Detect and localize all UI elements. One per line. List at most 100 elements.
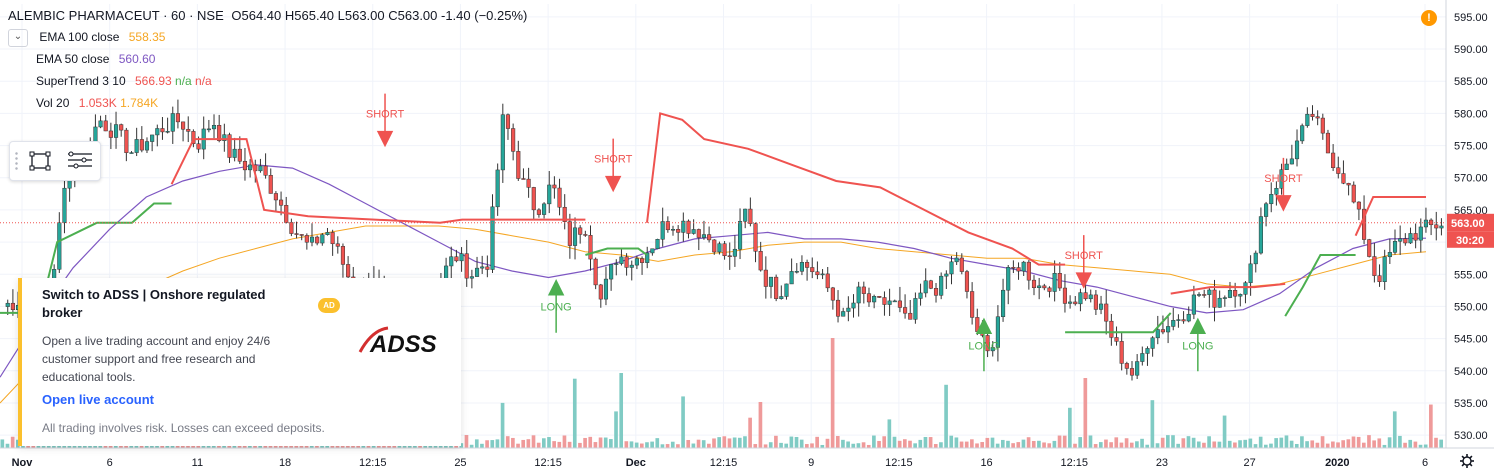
candle-body bbox=[505, 114, 511, 129]
volume-bar bbox=[1382, 444, 1387, 448]
candle-body bbox=[763, 269, 768, 287]
volume-bar bbox=[882, 436, 887, 448]
volume-bar bbox=[634, 442, 639, 448]
indicator-row-ema100[interactable]: ⌄ EMA 100 close 558.35 bbox=[8, 26, 531, 48]
volume-bar bbox=[5, 443, 10, 448]
volume-bar bbox=[1300, 436, 1304, 448]
candle-body bbox=[299, 234, 304, 236]
volume-bar bbox=[892, 436, 897, 448]
time-tick-label: 12:15 bbox=[885, 457, 913, 469]
countdown-text: 30:20 bbox=[1456, 235, 1484, 247]
candle-body bbox=[113, 124, 119, 138]
candle-body bbox=[542, 203, 547, 215]
candle-body bbox=[1037, 285, 1042, 289]
volume-bar bbox=[1166, 435, 1170, 448]
candle-body bbox=[1243, 282, 1248, 295]
volume-bar bbox=[1104, 439, 1108, 448]
time-tick-label: Nov bbox=[12, 457, 34, 469]
candle-body bbox=[1284, 163, 1289, 170]
volume-bar bbox=[701, 440, 706, 448]
volume-bar bbox=[1078, 437, 1082, 448]
indicator-row-volume[interactable]: Vol 20 1.053K 1.784K bbox=[8, 92, 531, 114]
candle-body bbox=[856, 286, 861, 304]
candle-body bbox=[609, 264, 614, 280]
drag-handle-icon[interactable] bbox=[15, 151, 18, 171]
volume-bar bbox=[913, 443, 917, 448]
chevron-down-icon[interactable]: ⌄ bbox=[8, 28, 28, 47]
last-price-badge bbox=[1447, 213, 1494, 232]
candle-body bbox=[346, 264, 351, 278]
volume-bar bbox=[1418, 444, 1423, 448]
price-tick-label: 535.00 bbox=[1454, 398, 1488, 410]
price-tick-label: 595.00 bbox=[1454, 12, 1488, 24]
volume-bar bbox=[1274, 438, 1278, 448]
indicator-row-ema50[interactable]: EMA 50 close 560.60 bbox=[8, 48, 531, 70]
candle-body bbox=[196, 143, 201, 150]
object-tree-icon[interactable] bbox=[66, 150, 94, 172]
indicator-value: 558.35 bbox=[128, 30, 166, 44]
volume-bar bbox=[1021, 439, 1026, 448]
candle-body bbox=[670, 229, 676, 231]
candle-body bbox=[1434, 224, 1439, 229]
ad-badge: AD bbox=[318, 298, 340, 313]
candle-body bbox=[511, 128, 516, 152]
candle-body bbox=[335, 243, 340, 247]
gear-icon[interactable] bbox=[1460, 454, 1474, 468]
candle-body bbox=[717, 243, 722, 253]
volume-bar bbox=[743, 436, 747, 448]
warning-icon[interactable]: ! bbox=[1421, 10, 1437, 26]
volume-bar bbox=[542, 438, 546, 448]
volume-bar bbox=[124, 444, 128, 448]
volume-bar bbox=[1325, 443, 1330, 448]
volume-bar bbox=[1073, 443, 1077, 448]
ad-panel[interactable]: Switch to ADSS | Onshore regulated broke… bbox=[18, 278, 461, 446]
candle-body bbox=[150, 134, 155, 142]
candle-body bbox=[1382, 256, 1387, 282]
volume-bar bbox=[1042, 442, 1046, 448]
candle-body bbox=[1418, 226, 1423, 241]
open-live-account-link[interactable]: Open live account bbox=[42, 392, 154, 407]
volume-bar bbox=[1269, 443, 1273, 448]
candle-body bbox=[1181, 319, 1186, 322]
candle-body bbox=[640, 258, 645, 263]
candle-body bbox=[160, 128, 165, 133]
volume-bar bbox=[1196, 441, 1201, 448]
volume-bar bbox=[583, 437, 587, 448]
candle-body bbox=[1062, 287, 1068, 304]
indicator-row-supertrend[interactable]: SuperTrend 3 10 566.93 n/a n/a bbox=[8, 70, 531, 92]
rectangle-tool-icon[interactable] bbox=[28, 150, 52, 172]
candle-body bbox=[970, 291, 975, 318]
volume-bar bbox=[985, 437, 990, 448]
candle-body bbox=[315, 236, 320, 244]
volume-bar bbox=[944, 384, 948, 448]
candle-body bbox=[1057, 273, 1062, 289]
volume-bar bbox=[1124, 438, 1129, 448]
volume-bar bbox=[1361, 442, 1366, 448]
candle-body bbox=[134, 139, 139, 153]
candle-body bbox=[1171, 319, 1176, 327]
candle-body bbox=[304, 235, 309, 243]
candle-body bbox=[237, 148, 242, 162]
volume-bar bbox=[614, 411, 618, 448]
candle-body bbox=[805, 262, 810, 268]
candle-body bbox=[815, 271, 820, 276]
price-tick-label: 550.00 bbox=[1454, 301, 1488, 313]
indicator-value: 560.60 bbox=[118, 52, 156, 66]
supertrend-down-segment bbox=[646, 112, 1066, 266]
candle-body bbox=[825, 273, 830, 289]
long-signal-label: LONG bbox=[1182, 340, 1213, 352]
candle-body bbox=[1052, 273, 1057, 292]
candle-body bbox=[732, 248, 737, 257]
candle-body bbox=[830, 287, 835, 301]
volume-bar bbox=[1367, 435, 1371, 448]
time-tick-label: 25 bbox=[454, 457, 466, 469]
candle-body bbox=[1310, 113, 1315, 117]
candle-body bbox=[1021, 261, 1026, 272]
volume-bar bbox=[1145, 444, 1150, 448]
long-signal-arrow bbox=[547, 279, 565, 333]
candle-body bbox=[1331, 152, 1336, 168]
candle-body bbox=[841, 311, 846, 317]
volume-bar bbox=[1315, 442, 1320, 448]
supertrend-up-segment bbox=[585, 247, 648, 256]
candle-body bbox=[810, 267, 815, 273]
